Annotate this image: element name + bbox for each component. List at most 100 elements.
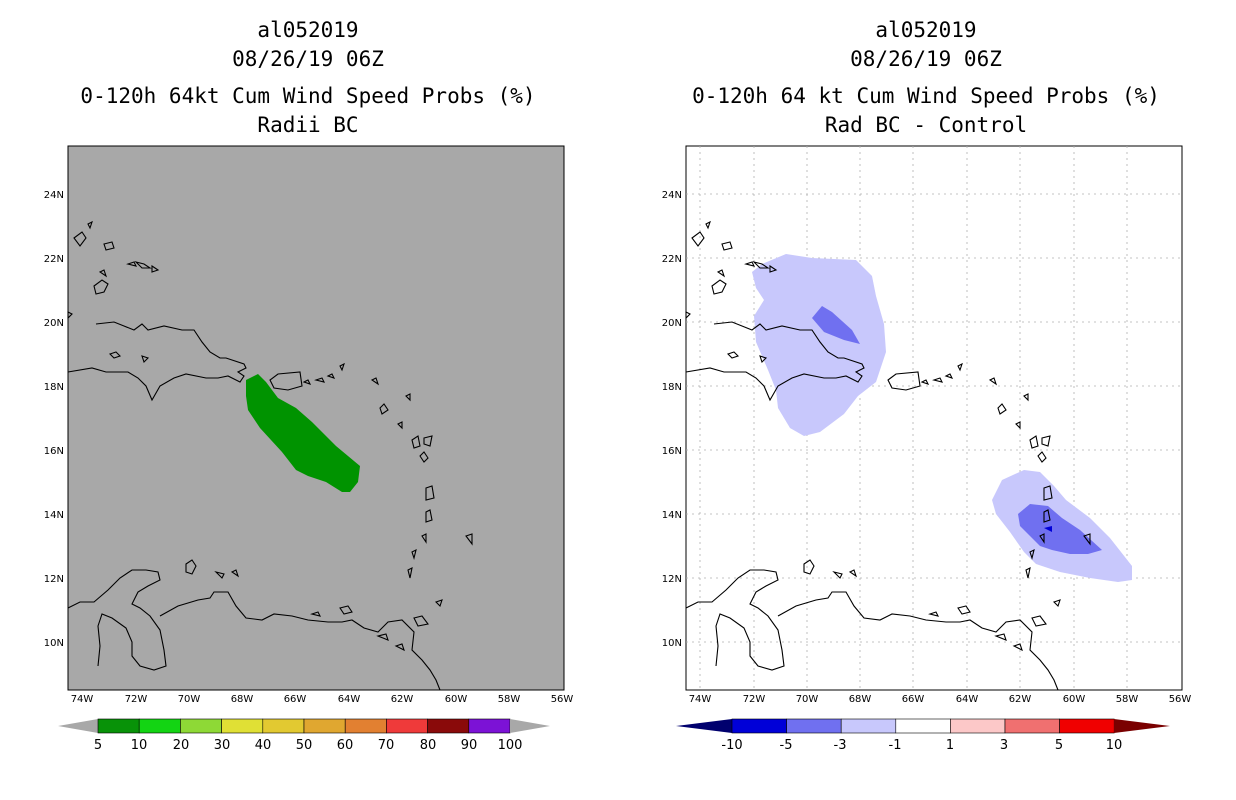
left-colorbar-swatch xyxy=(262,718,305,734)
left-lon-labels: 74W 72W 70W 68W 66W 64W 62W 60W 58W 56W xyxy=(71,694,574,705)
left-colorbar-over-arrow xyxy=(510,719,550,733)
left-lon-label: 66W xyxy=(284,694,307,705)
left-colorbar-swatch xyxy=(180,718,222,734)
left-lon-label: 72W xyxy=(125,694,148,705)
right-lon-label: 68W xyxy=(849,694,872,705)
left-colorbar-swatch xyxy=(97,718,140,734)
left-colorbar-label: 90 xyxy=(461,738,478,753)
left-colorbar-label: 20 xyxy=(173,738,190,753)
left-lon-label: 56W xyxy=(551,694,574,705)
left-colorbar-label: 30 xyxy=(214,738,231,753)
right-lat-label: 12N xyxy=(662,574,682,585)
left-colorbar-swatch xyxy=(344,718,387,734)
left-lat-label: 20N xyxy=(44,318,64,329)
left-colorbar-label: 10 xyxy=(131,738,148,753)
left-colorbar-label: 100 xyxy=(498,738,523,753)
left-map-background xyxy=(67,145,565,691)
left-colorbar-swatch xyxy=(138,718,181,734)
right-title-block: al052019 08/26/19 06Z 0-120h 64 kt Cum W… xyxy=(676,16,1176,140)
right-colorbar-label: 1 xyxy=(946,738,954,753)
left-colorbar-swatch xyxy=(468,718,511,734)
right-lon-label: 66W xyxy=(902,694,925,705)
right-lon-label: 60W xyxy=(1063,694,1086,705)
right-lat-label: 14N xyxy=(662,510,682,521)
left-subtitle: Radii BC xyxy=(257,113,359,137)
left-colorbar-under-arrow xyxy=(58,719,98,733)
right-lat-label: 24N xyxy=(662,190,682,201)
left-colorbar-label: 80 xyxy=(420,738,437,753)
right-lat-label: 18N xyxy=(662,382,682,393)
right-colorbar-label: -1 xyxy=(889,738,902,753)
right-colorbar-swatch xyxy=(950,718,1006,734)
left-storm-id: al052019 xyxy=(257,18,359,42)
right-lat-label: 10N xyxy=(662,638,682,649)
right-colorbar-label: 5 xyxy=(1055,738,1063,753)
left-lat-labels: 24N 22N 20N 18N 16N 14N 12N 10N xyxy=(44,190,64,649)
left-lat-label: 22N xyxy=(44,254,64,265)
right-lon-label: 62W xyxy=(1009,694,1032,705)
left-lon-label: 58W xyxy=(498,694,521,705)
left-colorbar-label: 40 xyxy=(255,738,272,753)
right-colorbar: -10 -5 -3 -1 1 3 5 10 xyxy=(676,718,1170,753)
right-colorbar-under-arrow xyxy=(676,719,732,733)
left-colorbar-swatch xyxy=(221,718,264,734)
left-lon-label: 74W xyxy=(71,694,94,705)
right-lon-label: 74W xyxy=(689,694,712,705)
right-colorbar-over-arrow xyxy=(1114,719,1170,733)
left-lon-label: 62W xyxy=(391,694,414,705)
right-lon-label: 64W xyxy=(956,694,979,705)
right-subtitle: Rad BC - Control xyxy=(824,113,1028,137)
left-map xyxy=(67,145,565,691)
right-lat-label: 16N xyxy=(662,446,682,457)
left-lat-label: 12N xyxy=(44,574,64,585)
right-lon-label: 72W xyxy=(743,694,766,705)
right-colorbar-swatch xyxy=(895,718,951,734)
left-colorbar-label: 60 xyxy=(337,738,354,753)
left-datetime: 08/26/19 06Z xyxy=(232,47,384,71)
right-lon-label: 70W xyxy=(796,694,819,705)
right-colorbar-swatch xyxy=(786,718,842,734)
left-lat-label: 18N xyxy=(44,382,64,393)
left-title: 0-120h 64kt Cum Wind Speed Probs (%) xyxy=(80,84,536,108)
left-probability-field xyxy=(246,374,360,492)
left-colorbar-swatch xyxy=(386,718,428,734)
right-lat-label: 20N xyxy=(662,318,682,329)
left-colorbar-label: 50 xyxy=(296,738,313,753)
right-colorbar-swatch xyxy=(1004,718,1060,734)
left-lat-label: 14N xyxy=(44,510,64,521)
right-colorbar-swatch xyxy=(731,718,787,734)
left-lon-label: 64W xyxy=(338,694,361,705)
right-diff-region-north-light xyxy=(752,254,886,436)
right-map xyxy=(685,145,1183,691)
left-lat-label: 24N xyxy=(44,190,64,201)
left-colorbar-swatch xyxy=(427,718,470,734)
right-colorbar-label: -3 xyxy=(834,738,847,753)
right-lon-label: 58W xyxy=(1116,694,1139,705)
right-colorbar-label: 3 xyxy=(1000,738,1008,753)
right-title: 0-120h 64 kt Cum Wind Speed Probs (%) xyxy=(692,84,1160,108)
right-lat-label: 22N xyxy=(662,254,682,265)
left-colorbar-swatch xyxy=(303,718,346,734)
left-lon-label: 60W xyxy=(445,694,468,705)
right-lon-labels: 74W 72W 70W 68W 66W 64W 62W 60W 58W 56W xyxy=(689,694,1192,705)
right-lon-label: 56W xyxy=(1169,694,1192,705)
left-colorbar-label: 5 xyxy=(94,738,102,753)
right-diff-region-north-dark xyxy=(812,306,860,344)
right-colorbar-label: -10 xyxy=(721,738,742,753)
right-diff-region-south-core xyxy=(1044,526,1052,532)
left-lon-label: 68W xyxy=(231,694,254,705)
left-lat-label: 10N xyxy=(44,638,64,649)
right-datetime: 08/26/19 06Z xyxy=(850,47,1002,71)
left-lat-label: 16N xyxy=(44,446,64,457)
right-storm-id: al052019 xyxy=(875,18,977,42)
right-diff-region-south-dark xyxy=(1018,504,1102,554)
left-lon-label: 70W xyxy=(178,694,201,705)
right-lat-labels: 24N 22N 20N 18N 16N 14N 12N 10N xyxy=(662,190,682,649)
left-title-block: al052019 08/26/19 06Z 0-120h 64kt Cum Wi… xyxy=(58,16,558,140)
right-map-grid xyxy=(686,146,1182,690)
right-colorbar-label: 10 xyxy=(1106,738,1123,753)
right-colorbar-label: -5 xyxy=(780,738,793,753)
right-colorbar-swatch xyxy=(1059,718,1115,734)
left-colorbar: 5 10 20 30 40 50 60 70 80 90 100 xyxy=(58,718,550,753)
